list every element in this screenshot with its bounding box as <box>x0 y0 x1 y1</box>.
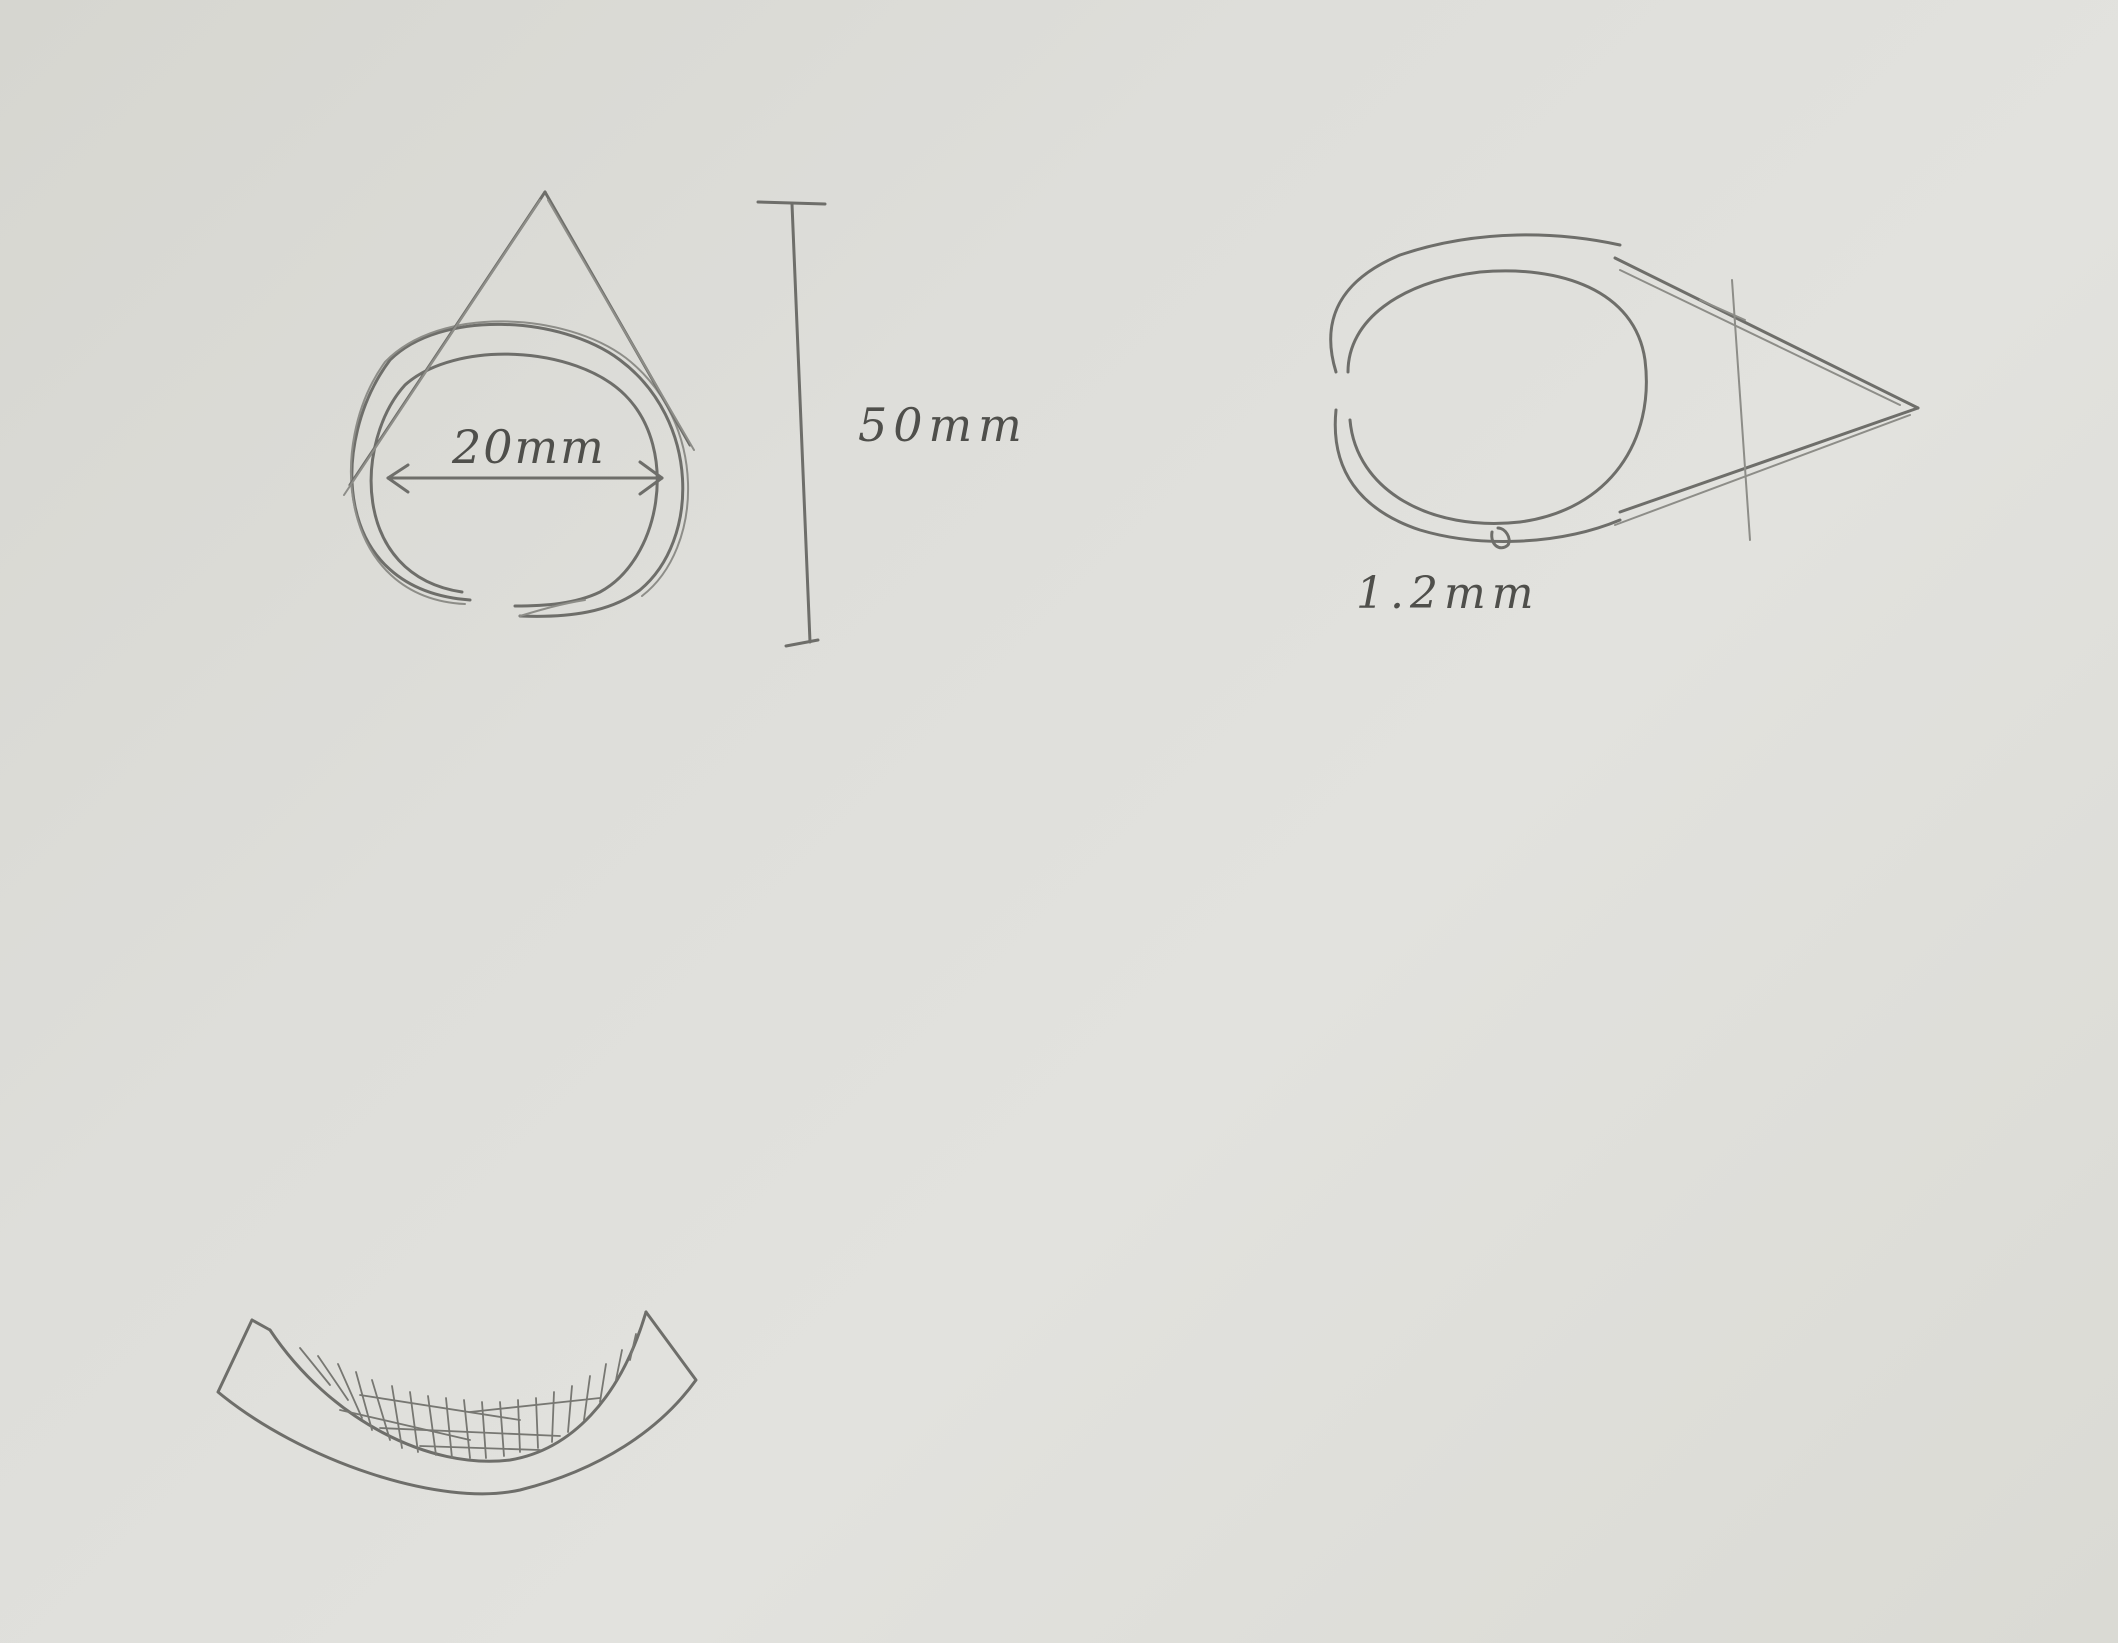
side-ring-outer-left <box>1331 235 1620 372</box>
curved-strip <box>218 1312 696 1494</box>
curved-strip-hatching <box>300 1334 636 1458</box>
inner-diameter-label: 20mm <box>452 420 606 474</box>
side-ring-inner-loop <box>1348 271 1646 524</box>
side-view-ring <box>1331 235 1918 548</box>
side-ring-cone-upper <box>1615 258 1918 408</box>
curved-strip-inner-curve <box>270 1312 646 1461</box>
side-ring-cone-lower <box>1620 408 1918 512</box>
height-dimension-line <box>758 202 825 646</box>
front-ring-inner-arc <box>371 354 657 606</box>
height-label: 50mm <box>858 398 1028 452</box>
front-view-ring <box>344 192 694 616</box>
thickness-marker <box>1492 528 1509 548</box>
thickness-label: 1.2mm <box>1356 568 1539 619</box>
curved-strip-outline <box>218 1312 696 1494</box>
